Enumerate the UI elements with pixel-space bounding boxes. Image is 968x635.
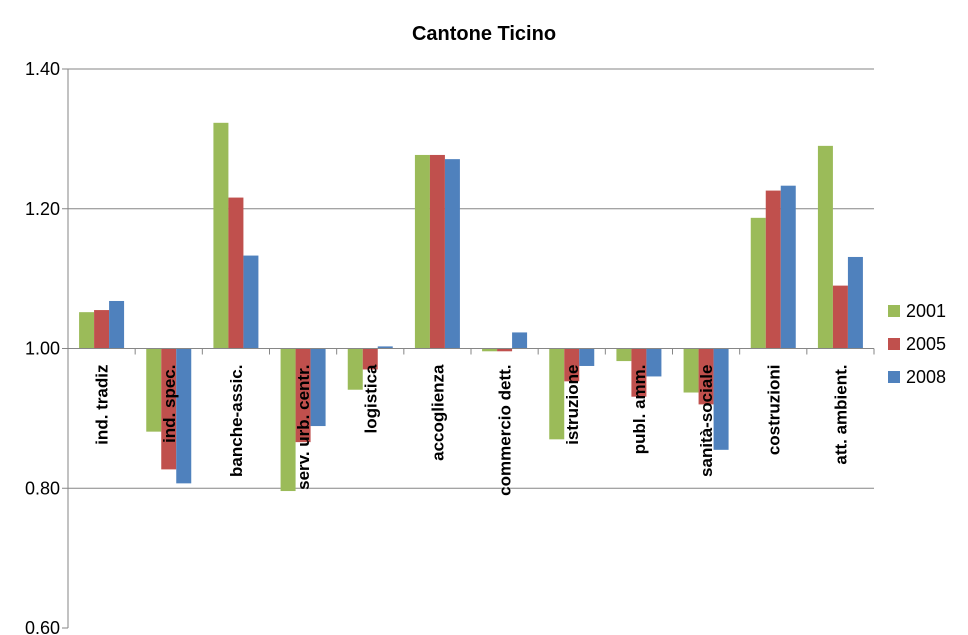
bar-2005 (564, 348, 580, 382)
category-label: att. ambient. (831, 365, 850, 465)
y-tick-label: 1.00 (25, 339, 60, 359)
legend: 2001 2005 2008 (888, 301, 946, 387)
gridlines (68, 68, 874, 489)
bar-2005 (631, 348, 647, 397)
y-tick-label: 1.40 (25, 59, 60, 79)
chart-title: Cantone Ticino (412, 23, 556, 45)
bar-2005 (765, 190, 781, 349)
bar-2001 (817, 145, 833, 349)
axes (62, 68, 875, 629)
bar-2008 (713, 348, 729, 450)
category-label: commercio dett. (496, 365, 515, 496)
bar-2008 (444, 159, 460, 349)
bar-2005 (698, 348, 714, 405)
bar-2001 (616, 348, 632, 362)
bar-2001 (549, 348, 565, 440)
bar-2008 (512, 332, 528, 349)
category-label: istruzione (563, 365, 582, 445)
bar-2005 (94, 310, 110, 349)
legend-label: 2001 (906, 301, 946, 321)
bar-2001 (683, 348, 699, 393)
bar-2008 (243, 255, 259, 349)
y-tick-label: 1.20 (25, 199, 60, 219)
bar-2001 (146, 348, 162, 432)
legend-swatch (888, 305, 900, 317)
bar-2005 (429, 154, 445, 349)
bar-2005 (228, 197, 244, 349)
category-label: costruzioni (764, 365, 783, 456)
bar-2008 (646, 348, 662, 377)
bar-2005 (161, 348, 177, 470)
category-label: ind. tradiz (93, 365, 112, 445)
y-axis-tick-labels: 0.60 0.80 1.00 1.20 1.40 (25, 59, 60, 635)
bar-2005 (362, 348, 378, 370)
category-label: serv. urb. centr. (294, 365, 313, 490)
bar-2005 (295, 348, 311, 443)
bars (79, 122, 863, 492)
legend-swatch (888, 371, 900, 383)
category-label: banche-assic. (227, 365, 246, 477)
legend-label: 2008 (906, 367, 946, 387)
legend-label: 2005 (906, 334, 946, 354)
bar-2008 (176, 348, 192, 484)
category-label: sanità-sociale (697, 365, 716, 477)
bar-2005 (832, 285, 848, 349)
bar-2008 (310, 348, 326, 427)
bar-2001 (79, 312, 95, 349)
bar-2005 (497, 348, 513, 352)
bar-2001 (482, 348, 498, 352)
bar-2001 (347, 348, 363, 390)
category-label: publ. amm. (630, 365, 649, 455)
bar-2008 (377, 346, 393, 349)
category-label: accoglienza (428, 364, 447, 461)
bar-2001 (280, 348, 296, 492)
bar-2008 (847, 256, 863, 349)
category-label: ind. spec. (160, 365, 179, 443)
bar-2008 (780, 185, 796, 349)
bar-2008 (579, 348, 595, 366)
legend-swatch (888, 338, 900, 350)
bar-2001 (213, 122, 229, 349)
bar-2001 (414, 154, 430, 349)
category-label: logistica (361, 364, 380, 434)
bar-2001 (750, 217, 766, 349)
y-tick-label: 0.60 (25, 618, 60, 635)
bar-2008 (109, 300, 125, 349)
y-tick-label: 0.80 (25, 478, 60, 498)
x-axis-category-labels: ind. tradiz ind. spec. banche-assic. serv. … (93, 364, 851, 496)
